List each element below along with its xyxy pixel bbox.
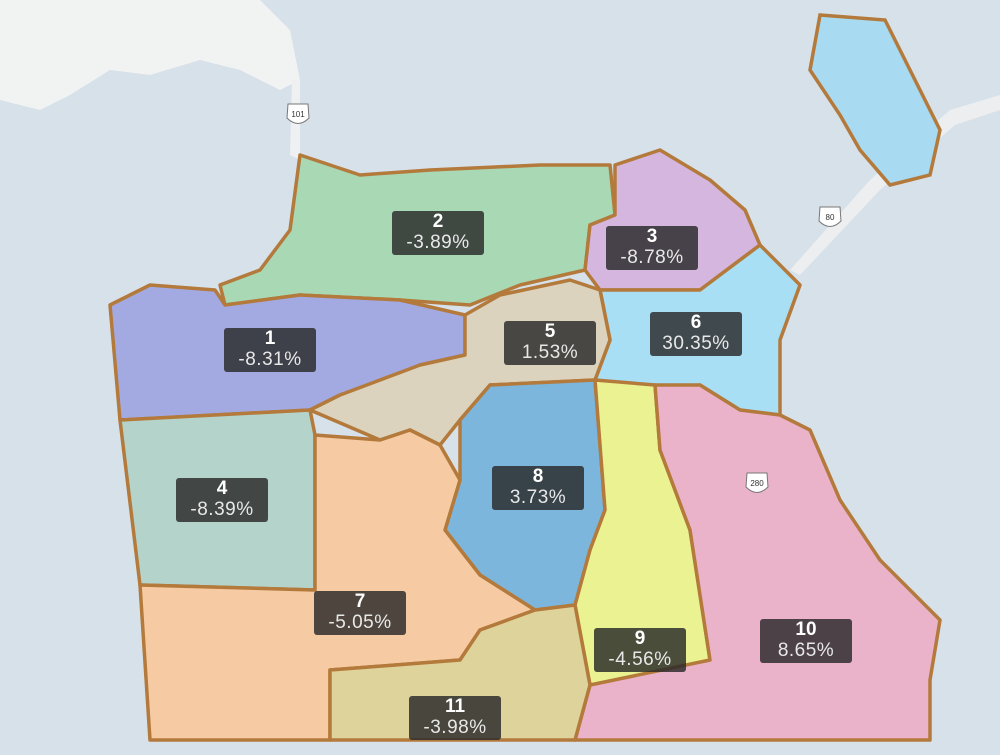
- district-label: 11-3.98%: [409, 696, 501, 740]
- district-number: 8: [533, 466, 544, 487]
- district-label: 630.35%: [650, 312, 742, 356]
- label-box: [224, 328, 316, 372]
- shield-label: 280: [750, 479, 764, 488]
- district-change: -5.05%: [328, 612, 391, 633]
- district-number: 7: [355, 591, 366, 612]
- label-box: [606, 226, 698, 270]
- label-box: [504, 321, 596, 365]
- district-change: -8.78%: [620, 247, 683, 268]
- district-11: [328, 603, 592, 742]
- district-number: 2: [433, 211, 444, 232]
- label-box: [760, 619, 852, 663]
- label-box: [176, 478, 268, 522]
- shield: [818, 206, 842, 227]
- district-number: 10: [795, 619, 816, 640]
- label-box: [314, 591, 406, 635]
- district-change: 3.73%: [510, 487, 566, 508]
- label-box: [392, 211, 484, 255]
- land: [0, 0, 300, 110]
- district-change: 1.53%: [522, 342, 578, 363]
- label-box: [409, 696, 501, 740]
- district-number: 5: [545, 321, 556, 342]
- district-label: 108.65%: [760, 619, 852, 663]
- shield-label: 101: [291, 110, 305, 119]
- district-number: 4: [217, 478, 228, 499]
- district-number: 3: [647, 226, 658, 247]
- label-box: [594, 628, 686, 672]
- district-number: 9: [635, 628, 646, 649]
- district-label: 2-3.89%: [392, 211, 484, 255]
- district-change: -3.89%: [406, 232, 469, 253]
- district-number: 6: [691, 312, 702, 333]
- district-number: 1: [265, 328, 276, 349]
- district-label: 1-8.31%: [224, 328, 316, 372]
- district-change: -3.98%: [423, 717, 486, 738]
- shield-label: 80: [826, 213, 835, 222]
- district-change: -4.56%: [608, 649, 671, 670]
- district-label: 4-8.39%: [176, 478, 268, 522]
- district-label: 3-8.78%: [606, 226, 698, 270]
- district-change: -8.31%: [238, 349, 301, 370]
- label-box: [492, 466, 584, 510]
- bridge: [790, 95, 1000, 275]
- shield: [745, 472, 769, 493]
- district-label: 83.73%: [492, 466, 584, 510]
- shield: [286, 103, 310, 124]
- treasure-island: [808, 13, 942, 187]
- district-change: -8.39%: [190, 499, 253, 520]
- highway-shields: 101 80 280: [286, 103, 842, 493]
- district-labels: 1-8.31% 2-3.89% 3-8.78% 4-8.39% 51.53% 630.35…: [176, 211, 852, 740]
- district-change: 8.65%: [778, 640, 834, 661]
- district-label: 51.53%: [504, 321, 596, 365]
- district-change: 30.35%: [662, 333, 729, 354]
- district-label: 9-4.56%: [594, 628, 686, 672]
- label-box: [650, 312, 742, 356]
- district-number: 11: [445, 696, 466, 717]
- district-label: 7-5.05%: [314, 591, 406, 635]
